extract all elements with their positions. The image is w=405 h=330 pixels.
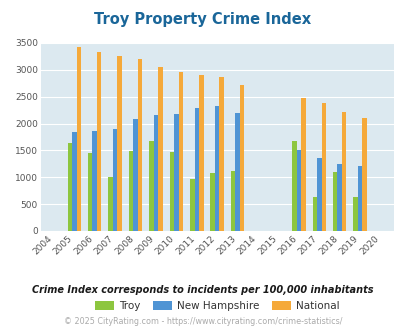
Bar [108,177,113,231]
Bar [77,47,81,231]
Bar [352,197,357,231]
Bar [316,158,321,231]
Bar [190,179,194,231]
Bar [97,52,101,231]
Bar [113,129,117,231]
Text: © 2025 CityRating.com - https://www.cityrating.com/crime-statistics/: © 2025 CityRating.com - https://www.city… [64,317,341,326]
Bar [312,197,316,231]
Bar [321,103,325,231]
Bar [137,59,142,231]
Bar [210,173,214,231]
Bar [194,108,198,231]
Bar [174,114,178,231]
Bar [235,113,239,231]
Bar [362,117,366,231]
Bar [301,98,305,231]
Bar [198,75,203,231]
Bar [88,153,92,231]
Bar [337,164,341,231]
Bar [92,131,97,231]
Bar [219,77,224,231]
Bar [153,115,158,231]
Bar [149,141,153,231]
Legend: Troy, New Hampshire, National: Troy, New Hampshire, National [91,296,343,315]
Bar [133,119,137,231]
Bar [117,56,121,231]
Bar [72,132,77,231]
Bar [169,152,174,231]
Bar [292,141,296,231]
Bar [332,172,337,231]
Bar [230,171,235,231]
Text: Troy Property Crime Index: Troy Property Crime Index [94,12,311,26]
Text: Crime Index corresponds to incidents per 100,000 inhabitants: Crime Index corresponds to incidents per… [32,285,373,295]
Bar [158,67,162,231]
Bar [341,112,345,231]
Bar [178,73,183,231]
Bar [128,151,133,231]
Bar [214,106,219,231]
Bar [67,143,72,231]
Bar [357,166,362,231]
Bar [296,150,301,231]
Bar [239,85,244,231]
